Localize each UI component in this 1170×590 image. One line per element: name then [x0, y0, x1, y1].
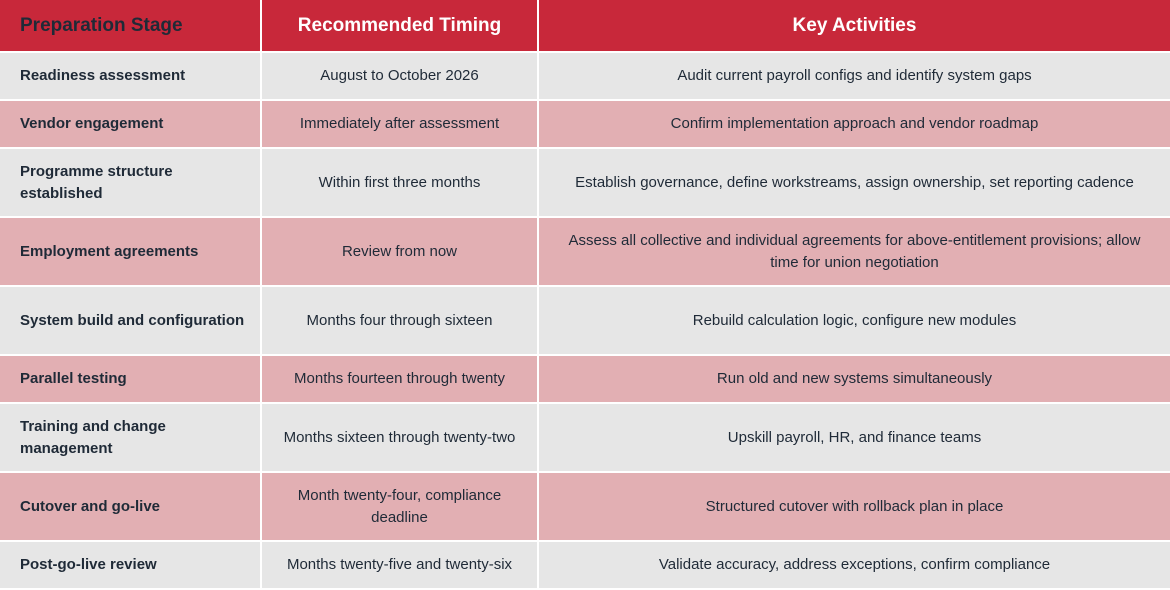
stage-cell: Employment agreements [0, 218, 262, 287]
stage-cell: Cutover and go-live [0, 473, 262, 542]
stage-cell: Post-go-live review [0, 542, 262, 590]
activities-cell: Validate accuracy, address exceptions, c… [539, 542, 1170, 590]
stage-cell: Training and change management [0, 404, 262, 473]
timing-cell: Months twenty-five and twenty-six [262, 542, 539, 590]
timing-cell: Months four through sixteen [262, 287, 539, 356]
timing-cell: Month twenty-four, compliance deadline [262, 473, 539, 542]
activities-cell: Assess all collective and individual agr… [539, 218, 1170, 287]
activities-cell: Audit current payroll configs and identi… [539, 53, 1170, 101]
header-recommended-timing: Recommended Timing [262, 0, 539, 53]
stage-cell: Vendor engagement [0, 101, 262, 149]
header-preparation-stage: Preparation Stage [0, 0, 262, 53]
activities-cell: Establish governance, define workstreams… [539, 149, 1170, 218]
stage-cell: Parallel testing [0, 356, 262, 404]
activities-cell: Rebuild calculation logic, configure new… [539, 287, 1170, 356]
activities-cell: Structured cutover with rollback plan in… [539, 473, 1170, 542]
activities-cell: Upskill payroll, HR, and finance teams [539, 404, 1170, 473]
timing-cell: Months fourteen through twenty [262, 356, 539, 404]
timing-cell: Within first three months [262, 149, 539, 218]
stage-cell: Programme structure established [0, 149, 262, 218]
timing-cell: August to October 2026 [262, 53, 539, 101]
timing-cell: Immediately after assessment [262, 101, 539, 149]
activities-cell: Confirm implementation approach and vend… [539, 101, 1170, 149]
header-key-activities: Key Activities [539, 0, 1170, 53]
stage-cell: Readiness assessment [0, 53, 262, 101]
stage-cell: System build and configuration [0, 287, 262, 356]
activities-cell: Run old and new systems simultaneously [539, 356, 1170, 404]
timing-cell: Months sixteen through twenty-two [262, 404, 539, 473]
timing-cell: Review from now [262, 218, 539, 287]
